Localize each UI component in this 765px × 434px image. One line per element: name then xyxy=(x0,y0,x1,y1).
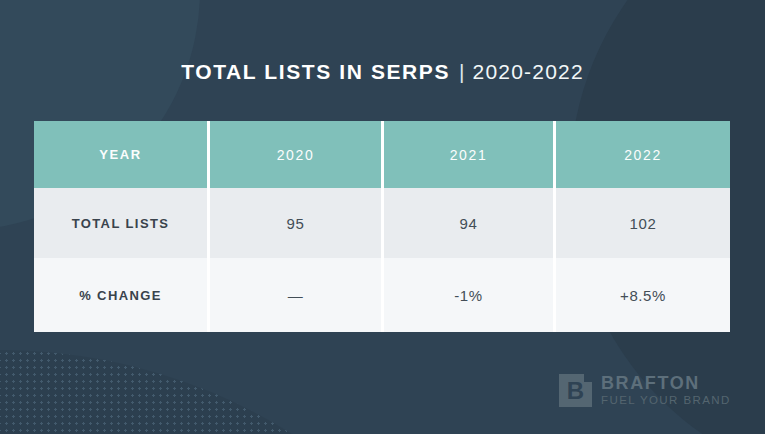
cell-percent-change-2020: — xyxy=(207,258,381,332)
brafton-logo-name: BRAFTON xyxy=(601,374,731,393)
cell-percent-change-2021: -1% xyxy=(381,258,553,332)
brafton-logo-tagline: FUEL YOUR BRAND xyxy=(601,393,731,407)
header-cell-2022: 2022 xyxy=(553,121,730,188)
table-row-percent-change: % CHANGE — -1% +8.5% xyxy=(34,258,730,332)
row-label-total-lists: TOTAL LISTS xyxy=(34,188,207,258)
header-cell-2020: 2020 xyxy=(207,121,381,188)
brafton-logo: B BRAFTON FUEL YOUR BRAND xyxy=(559,374,731,407)
brafton-logo-letter: B xyxy=(567,377,584,405)
title-period: 2020-2022 xyxy=(473,60,584,83)
cell-percent-change-2022: +8.5% xyxy=(553,258,730,332)
table-row-total-lists: TOTAL LISTS 95 94 102 xyxy=(34,188,730,258)
cell-total-lists-2020: 95 xyxy=(207,188,381,258)
cell-total-lists-2021: 94 xyxy=(381,188,553,258)
data-table: YEAR 2020 2021 2022 TOTAL LISTS 95 94 10… xyxy=(34,121,730,332)
title-separator: | xyxy=(459,60,465,83)
brafton-logo-icon: B xyxy=(559,374,592,407)
cell-total-lists-2022: 102 xyxy=(553,188,730,258)
row-label-percent-change: % CHANGE xyxy=(34,258,207,332)
title-main: TOTAL LISTS IN SERPS xyxy=(181,60,450,83)
decor-circle-dotted xyxy=(0,350,550,434)
table-header-row: YEAR 2020 2021 2022 xyxy=(34,121,730,188)
header-cell-year: YEAR xyxy=(34,121,207,188)
infographic-canvas: TOTAL LISTS IN SERPS | 2020-2022 YEAR 2020… xyxy=(0,0,765,434)
page-title: TOTAL LISTS IN SERPS | 2020-2022 xyxy=(0,60,765,84)
header-cell-2021: 2021 xyxy=(381,121,553,188)
brafton-logo-text: BRAFTON FUEL YOUR BRAND xyxy=(601,374,731,407)
